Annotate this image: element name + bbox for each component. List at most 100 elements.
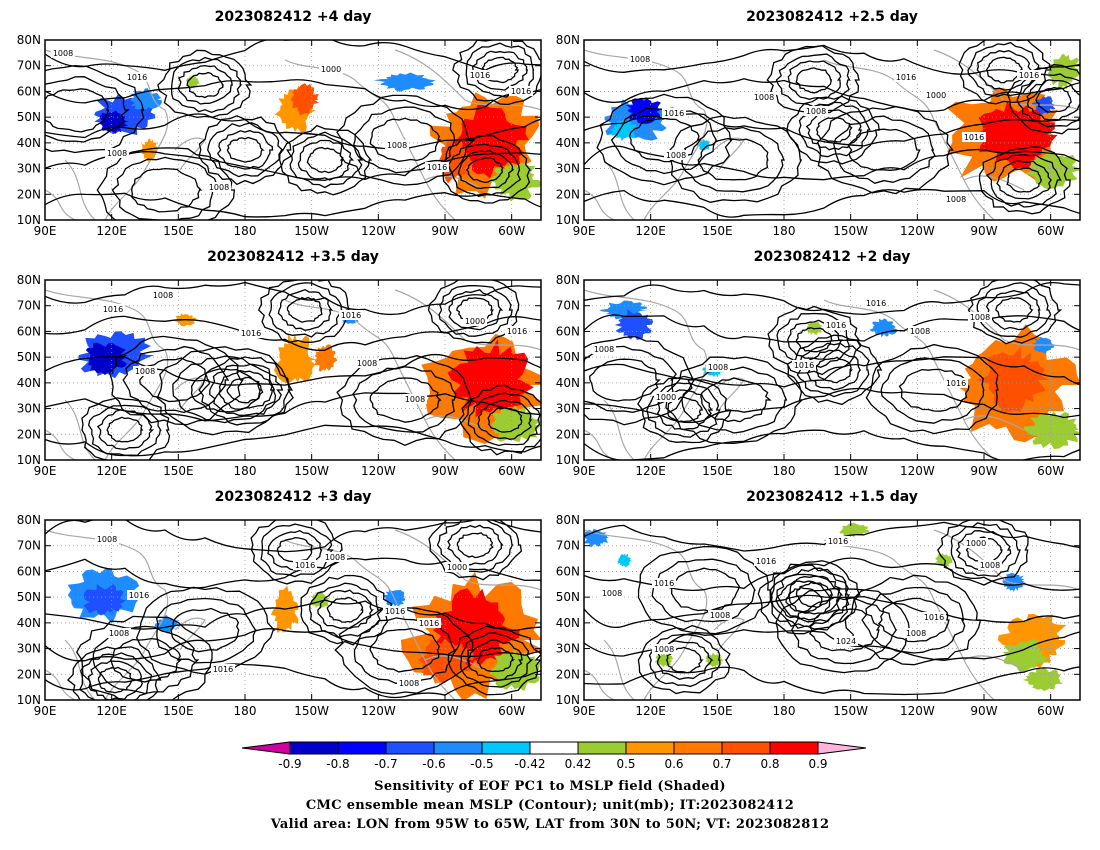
contour-label: 1008 <box>53 49 73 58</box>
high-pressure-contour <box>111 156 218 220</box>
lat-tick-label: 50N <box>17 110 41 124</box>
contour-label: 1000 <box>321 65 341 74</box>
colorbar-label: 0.5 <box>616 757 635 771</box>
caption-line: Sensitivity of EOF PC1 to MSLP field (Sh… <box>374 779 726 794</box>
low-pressure-contour <box>967 41 1040 97</box>
contour-label: 1000 <box>656 393 676 402</box>
colorbar-segment <box>337 741 387 755</box>
lat-tick-label: 80N <box>17 33 41 47</box>
sensitivity-shading <box>94 72 541 202</box>
contour-label: 1016 <box>427 163 447 172</box>
lon-tick-label: 60W <box>498 704 525 718</box>
low-pressure-contour <box>81 397 171 460</box>
lat-tick-label: 40N <box>556 616 580 630</box>
low-pressure-contour <box>786 95 880 165</box>
coastline <box>963 415 1025 431</box>
lat-tick-label: 50N <box>17 590 41 604</box>
contour-label-bg <box>125 72 149 82</box>
contour-label: 1008 <box>594 345 614 354</box>
contour-label: 1008 <box>906 629 926 638</box>
isobar <box>584 314 1080 343</box>
contour-label-bg <box>944 378 968 388</box>
colorbar-segment <box>673 741 723 755</box>
high-pressure-contour <box>880 357 985 424</box>
colorbar-segment <box>529 741 579 755</box>
map-frame <box>44 519 542 701</box>
high-pressure-contour <box>898 368 970 412</box>
map-panel: 1008 1016 1008 1016 1016 1008 1000 1016 1008 2023… <box>17 249 542 478</box>
mslp-contours <box>45 280 541 460</box>
colorbar-label: -0.9 <box>278 757 301 771</box>
colorbar-segment <box>481 741 531 755</box>
lat-tick-label: 30N <box>556 402 580 416</box>
lon-tick-label: 150W <box>294 464 329 478</box>
contour-label-bg <box>654 392 678 402</box>
contour-label: 1008 <box>806 107 826 116</box>
low-pressure-contour <box>767 305 862 376</box>
lat-tick-label: 40N <box>17 136 41 150</box>
low-pressure-contour <box>209 363 284 416</box>
high-pressure-contour <box>172 355 277 424</box>
map-panel: 1008101610081008101610161000101610161008… <box>17 489 542 718</box>
lat-tick-label: 10N <box>556 453 580 467</box>
low-pressure-contour <box>477 399 533 440</box>
lat-tick-label: 70N <box>17 299 41 313</box>
colorbar-segment <box>433 741 483 755</box>
isobar <box>45 40 541 71</box>
high-pressure-contour <box>96 147 236 220</box>
lon-tick-label: 90W <box>431 704 458 718</box>
high-pressure-contour <box>610 107 717 175</box>
shade-patch <box>869 318 898 338</box>
low-pressure-contour <box>798 101 871 158</box>
low-pressure-contour <box>226 136 265 163</box>
contour-labels: 1008 1016 1008 1016 1008 1000 1016 1016 1008 1008 <box>628 54 1041 204</box>
low-pressure-contour <box>795 327 833 353</box>
lon-tick-label: 60W <box>1037 704 1064 718</box>
contour-label-bg <box>664 150 688 160</box>
low-pressure-contour <box>1035 86 1072 113</box>
shade-patch <box>85 342 127 375</box>
contour-label: 1016 <box>654 579 674 588</box>
colorbar-segment <box>769 741 819 755</box>
coastlines <box>584 49 1080 220</box>
lon-tick-label: 150E <box>163 704 194 718</box>
low-pressure-contour <box>268 282 343 338</box>
low-pressure-contour <box>805 109 863 151</box>
lat-tick-label: 80N <box>556 513 580 527</box>
low-pressure-contour <box>815 356 854 384</box>
low-pressure-contour <box>177 64 233 105</box>
coastline <box>933 289 1080 351</box>
lon-tick-label: 60W <box>1037 464 1064 478</box>
lon-tick-label: 90W <box>970 704 997 718</box>
contour-label: 1008 <box>399 679 419 688</box>
panel-title: 2023082412 +3.5 day <box>207 249 379 265</box>
contour-label-bg <box>968 312 992 322</box>
lat-tick-label: 70N <box>17 539 41 553</box>
contour-label-bg <box>319 64 343 74</box>
contour-label-bg <box>417 618 441 628</box>
high-pressure-contour <box>865 343 999 435</box>
contour-label-bg <box>924 90 948 100</box>
contour-label: 1008 <box>910 327 930 336</box>
lon-tick-label: 150E <box>702 704 733 718</box>
colorbar-segment <box>289 741 339 755</box>
low-pressure-contour <box>97 666 135 694</box>
panel-title: 2023082412 +3 day <box>215 489 372 505</box>
low-pressure-contour <box>1006 64 1080 135</box>
contour-label: 1016 <box>964 133 984 142</box>
lat-tick-label: 10N <box>17 693 41 707</box>
isobar <box>584 594 1080 629</box>
contour-label-bg <box>509 86 533 96</box>
contour-label-bg <box>468 70 492 80</box>
contour-label: 1016 <box>127 73 147 82</box>
coastline <box>45 189 76 220</box>
contour-label: 1016 <box>794 361 814 370</box>
low-pressure-contour <box>326 596 364 623</box>
contour-label-bg <box>752 92 776 102</box>
shade-patch <box>310 590 330 610</box>
map-content: 1008 1016 1008 1016 1008 1000 1016 1016 1008 1008 <box>584 40 1080 220</box>
lat-tick-label: 60N <box>556 324 580 338</box>
contour-label-bg <box>964 538 988 548</box>
lon-tick-label: 90W <box>970 464 997 478</box>
lon-tick-label: 150E <box>702 224 733 238</box>
